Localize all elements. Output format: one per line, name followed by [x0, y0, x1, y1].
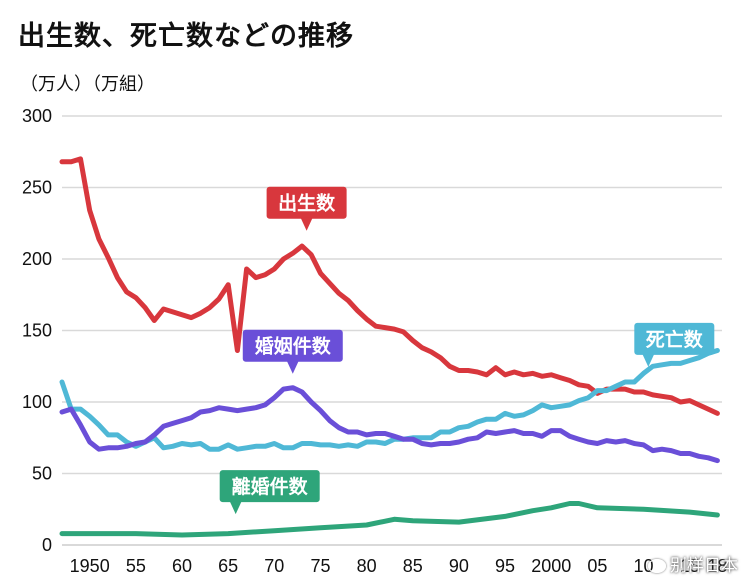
- x-tick-label: 55: [126, 556, 146, 576]
- x-tick-label: 70: [264, 556, 284, 576]
- y-tick-label: 50: [32, 464, 52, 484]
- x-tick-label: 95: [495, 556, 515, 576]
- watermark-text: 别样日本: [670, 556, 738, 576]
- x-tick-label: 75: [310, 556, 330, 576]
- series-label-text: 出生数: [278, 192, 336, 215]
- gridlines: [62, 115, 722, 546]
- x-tick-label: 10: [634, 556, 654, 576]
- series-label: 離婚件数: [219, 470, 320, 515]
- series-label-pointer: [229, 501, 242, 515]
- wechat-logo-icon: [648, 559, 666, 573]
- y-tick-label: 250: [22, 178, 52, 198]
- x-tick-label: 15: [680, 556, 700, 576]
- x-tick-label: 60: [172, 556, 192, 576]
- series-label-box: [266, 186, 347, 219]
- series-lines: [59, 156, 720, 538]
- chart-title: 出生数、死亡数などの推移: [18, 21, 354, 52]
- x-tick-label: 18: [707, 556, 727, 576]
- series-label-text: 婚姻件数: [255, 335, 332, 358]
- series-line: [59, 348, 720, 452]
- series-label: 死亡数: [634, 322, 715, 367]
- y-axis-unit-label: （万人）（万組）: [20, 74, 155, 95]
- series-label-box: [219, 470, 320, 503]
- series-label-box: [634, 322, 715, 355]
- x-tick-label: 05: [587, 556, 607, 576]
- x-tick-label: 2000: [531, 556, 571, 576]
- y-axis-ticks: 0 50 100 150 200 250 300: [22, 106, 52, 555]
- x-tick-label: 65: [218, 556, 238, 576]
- watermark: 别样日本: [648, 551, 738, 576]
- series-line: [59, 385, 720, 464]
- series-line: [59, 501, 720, 538]
- y-tick-label: 150: [22, 321, 52, 341]
- x-tick-label: 1950: [70, 556, 110, 576]
- x-tick-label: 80: [357, 556, 377, 576]
- series-label-pointer: [286, 360, 299, 374]
- y-tick-label: 300: [22, 106, 52, 126]
- series-label: 婚姻件数: [242, 329, 343, 374]
- series-label-pointer: [642, 353, 655, 367]
- series-line: [59, 156, 720, 416]
- series-label: 出生数: [266, 186, 347, 231]
- series-label-pointer: [300, 217, 313, 231]
- y-tick-label: 100: [22, 392, 52, 412]
- y-tick-label: 0: [42, 535, 52, 555]
- y-tick-label: 200: [22, 249, 52, 269]
- series-label-text: 死亡数: [646, 328, 704, 351]
- series-label-box: [242, 329, 343, 362]
- series-label-text: 離婚件数: [232, 475, 309, 498]
- x-tick-label: 85: [403, 556, 423, 576]
- x-tick-label: 90: [449, 556, 469, 576]
- x-axis-ticks: 1950 55 60 65 70 75 80 85 90 95 2000 05 10 15 18: [70, 556, 728, 576]
